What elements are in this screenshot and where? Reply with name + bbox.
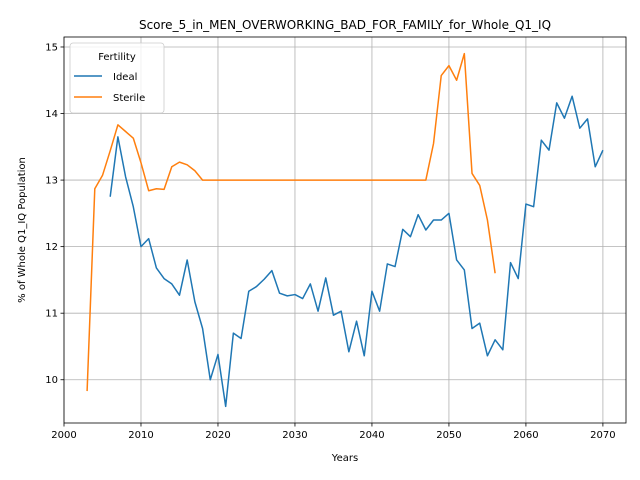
chart-title: Score_5_in_MEN_OVERWORKING_BAD_FOR_FAMIL… [139,18,551,32]
y-tick-label: 13 [45,176,58,187]
y-tick-label: 11 [45,309,58,320]
y-tick-label: 15 [45,42,58,53]
axis-ticks: 2000 2010 2020 2030 2040 2050 2060 2070 10 11 12 13… [45,42,615,441]
x-tick-label: 2070 [590,430,615,441]
x-tick-label: 2050 [436,430,461,441]
legend-title: Fertility [98,52,136,63]
legend-box [69,42,165,114]
y-tick-label: 12 [45,242,58,253]
plot-area-frame [63,36,627,424]
x-tick-label: 2000 [51,430,76,441]
legend-label-ideal: Ideal [113,72,137,83]
legend: Fertility Ideal Sterile [69,42,165,114]
x-tick-label: 2060 [513,430,538,441]
x-tick-label: 2010 [128,430,153,441]
x-tick-label: 2020 [205,430,230,441]
x-tick-label: 2030 [282,430,307,441]
x-tick-label: 2040 [359,430,384,441]
legend-label-sterile: Sterile [113,93,145,104]
x-axis-label: Years [331,453,358,464]
y-tick-label: 10 [45,375,58,386]
y-tick-label: 14 [45,109,58,120]
series-line-sterile [86,52,496,392]
y-axis-label: % of Whole Q1_IQ Population [17,157,28,303]
series-line-ideal [109,95,604,408]
grid [63,37,626,423]
series-lines [86,52,604,408]
